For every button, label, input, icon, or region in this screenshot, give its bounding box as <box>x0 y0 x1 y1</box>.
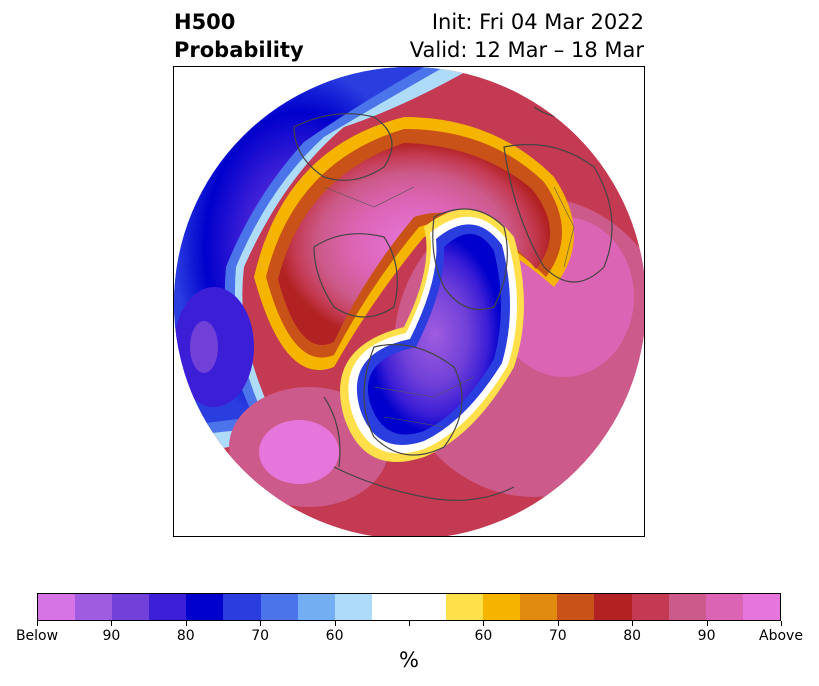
colorbar-unit-label: % <box>399 648 419 672</box>
colorbar-swatch <box>223 594 261 620</box>
colorbar-tick-label: 90 <box>697 628 716 644</box>
colorbar-swatch <box>483 594 521 620</box>
colorbar-swatch <box>334 594 372 620</box>
colorbar-swatch <box>408 594 447 620</box>
colorbar-swatch <box>149 594 187 620</box>
valid-range: Valid: 12 Mar – 18 Mar <box>409 38 644 62</box>
shaded-field <box>174 67 644 536</box>
colorbar-tick-label: 60 <box>325 628 344 644</box>
colorbar-swatch <box>631 594 669 620</box>
colorbar-swatch <box>297 594 335 620</box>
colorbar-tick-mark <box>37 621 38 626</box>
colorbar-swatch <box>742 594 780 620</box>
colorbar-tick-mark <box>409 621 410 626</box>
colorbar-swatch <box>594 594 632 620</box>
colorbar-swatch <box>260 594 298 620</box>
colorbar-swatch <box>520 594 558 620</box>
colorbar-tick-label: 70 <box>251 628 270 644</box>
colorbar-swatch <box>38 594 76 620</box>
colorbar-tick-label: 60 <box>474 628 493 644</box>
borders <box>323 186 575 428</box>
colorbar-tick-mark <box>185 621 187 626</box>
colorbar-swatch <box>371 594 409 620</box>
colorbar-tick-label: Below <box>15 628 59 644</box>
colorbar-tick-label: 80 <box>623 628 642 644</box>
colorbar-swatch <box>705 594 743 620</box>
colorbar-tick-mark <box>557 621 559 626</box>
colorbar-tick-mark <box>632 621 634 626</box>
colorbar-tick-mark <box>483 621 485 626</box>
title-right: Init: Fri 04 Mar 2022 Valid: 12 Mar – 18… <box>410 8 644 64</box>
colorbar-tick-mark <box>706 621 708 626</box>
colorbar-swatch <box>75 594 113 620</box>
title-left: H500 Probability <box>174 8 304 64</box>
colorbar-tick-mark <box>334 621 336 626</box>
colorbar-swatch <box>668 594 706 620</box>
init-date: Init: Fri 04 Mar 2022 <box>431 10 644 34</box>
colorbar-tick-label: 80 <box>176 628 195 644</box>
probability-map <box>174 67 644 536</box>
colorbar-tick-label: Above <box>759 628 803 644</box>
colorbar-swatch <box>112 594 150 620</box>
colorbar-swatch <box>186 594 224 620</box>
colorbar-tick-mark <box>781 621 782 626</box>
colorbar-tick-mark <box>260 621 262 626</box>
colorbar-tick-mark <box>111 621 113 626</box>
colorbar-tick-label: 70 <box>548 628 567 644</box>
colorbar-swatch <box>557 594 595 620</box>
colorbar-swatch <box>446 594 484 620</box>
title-variable: H500 <box>174 10 236 34</box>
map-panel <box>173 66 645 537</box>
title-product: Probability <box>174 38 304 62</box>
colorbar-tick-label: 90 <box>102 628 121 644</box>
colorbar <box>37 593 781 621</box>
